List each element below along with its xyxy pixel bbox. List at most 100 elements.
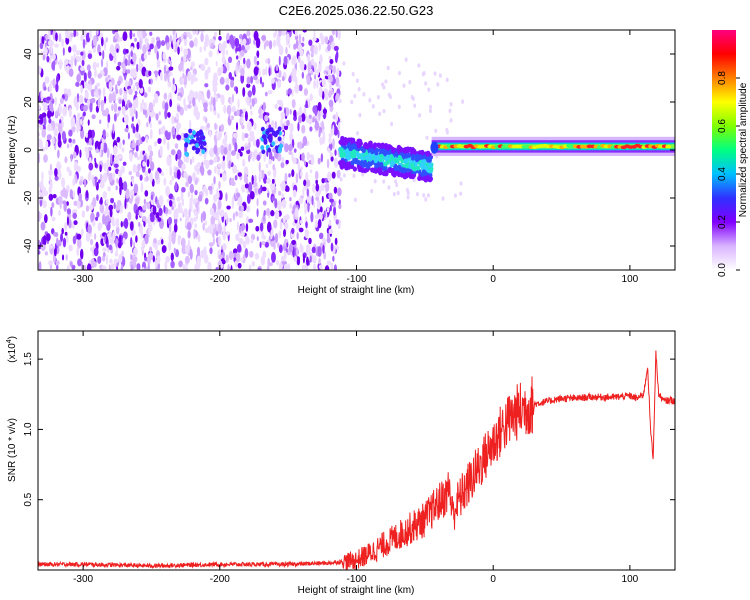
- spectrogram-noise-cell: [156, 50, 159, 61]
- spectrogram-noise-cell: [270, 210, 275, 217]
- spectrogram-noise-cell: [335, 78, 340, 87]
- spectrogram-noise-cell: [207, 225, 211, 234]
- spectrogram-noise-cell: [449, 118, 453, 123]
- spectrogram-noise-cell: [231, 93, 235, 103]
- spectrogram-noise-cell: [235, 233, 240, 241]
- spectrogram-noise-cell: [181, 264, 186, 269]
- spectrogram-signal-cell: [383, 171, 388, 177]
- spectrogram-noise-cell: [333, 45, 339, 52]
- spectrogram-noise-cell: [108, 172, 113, 183]
- spectrogram-noise-cell: [64, 221, 68, 231]
- spectrogram-noise-cell: [93, 90, 99, 97]
- spectrogram-signal-cell: [418, 154, 423, 160]
- spectrogram-noise-cell: [85, 205, 90, 212]
- spectrogram-noise-cell: [135, 235, 138, 243]
- spectrogram-noise-cell: [83, 72, 87, 82]
- spectrogram-noise-cell: [193, 228, 196, 240]
- spectrogram-noise-cell: [135, 97, 138, 107]
- spectrogram-signal-cell: [344, 148, 350, 155]
- spectrogram-noise-cell: [58, 33, 62, 43]
- spectrogram-noise-cell: [286, 37, 290, 42]
- spectrogram-noise-cell: [46, 55, 50, 63]
- spectrogram-noise-cell: [428, 108, 432, 114]
- spectrogram-noise-cell: [386, 65, 390, 71]
- spectrogram-noise-cell: [237, 200, 240, 207]
- spectrogram-noise-cell: [54, 96, 57, 106]
- spectrogram-noise-cell: [153, 70, 159, 75]
- spectrogram-noise-cell: [64, 231, 68, 236]
- spectrogram-noise-cell: [167, 216, 173, 225]
- spectrogram-noise-cell: [64, 30, 69, 39]
- spectrogram-noise-cell: [209, 207, 215, 216]
- spectrogram-noise-cell: [291, 98, 296, 109]
- spectrogram-noise-cell: [223, 212, 228, 220]
- spectrogram-noise-cell: [408, 79, 412, 85]
- spectrogram-noise-cell: [122, 31, 128, 41]
- spectrogram-noise-cell: [231, 198, 234, 209]
- spectrogram-noise-cell: [193, 37, 198, 48]
- svg-text:(x104): (x104): [6, 336, 18, 363]
- spectrogram-noise-cell: [163, 64, 166, 76]
- spectrogram-noise-cell: [88, 137, 92, 146]
- spectrogram-noise-cell: [51, 216, 56, 222]
- spectrogram-noise-cell: [147, 86, 152, 93]
- spectrogram-noise-cell: [72, 235, 77, 245]
- spectrogram-signal-cell: [365, 144, 370, 150]
- spectrogram-noise-cell: [268, 159, 273, 165]
- spectrogram-noise-cell: [328, 136, 332, 145]
- spectrogram-noise-cell: [209, 227, 213, 235]
- spectrogram-noise-cell: [107, 186, 111, 192]
- spectrogram-noise-cell: [305, 171, 309, 182]
- spectrogram-noise-cell: [236, 244, 242, 253]
- spectrogram-noise-cell: [56, 237, 59, 247]
- spectrogram-noise-cell: [45, 233, 51, 242]
- spectrogram-noise-cell: [115, 238, 119, 248]
- spectrogram-noise-cell: [158, 111, 161, 116]
- spectrogram-noise-cell: [288, 150, 293, 156]
- spectrogram-noise-cell: [67, 88, 72, 97]
- spectrogram-noise-cell: [342, 173, 346, 178]
- spectrogram-noise-cell: [68, 46, 72, 53]
- spectrogram-noise-cell: [289, 131, 294, 142]
- spectrogram-noise-cell: [298, 106, 302, 116]
- spectrogram-noise-cell: [87, 80, 92, 85]
- spectrogram-noise-cell: [129, 189, 135, 199]
- spectrogram-noise-cell: [320, 184, 325, 192]
- spectrogram-noise-cell: [97, 44, 101, 55]
- spectrogram-noise-cell: [418, 113, 422, 118]
- spectrogram-noise-cell: [318, 232, 324, 240]
- spectrogram-signal-cell: [356, 152, 361, 158]
- spectrogram-noise-cell: [176, 196, 181, 202]
- spectrogram-noise-cell: [335, 92, 340, 100]
- spectrogram-noise-cell: [168, 66, 174, 71]
- spectrogram-noise-cell: [102, 255, 106, 262]
- spectrogram-noise-cell: [99, 203, 105, 214]
- spectrogram-noise-cell: [97, 73, 102, 79]
- spectrogram-noise-cell: [113, 102, 118, 113]
- y-tick-label: -40: [23, 238, 34, 253]
- spectrogram-noise-cell: [62, 237, 67, 248]
- spectrogram-signal-cell: [412, 148, 417, 154]
- spectrogram-noise-cell: [238, 210, 243, 219]
- spectrogram-noise-cell: [333, 206, 337, 216]
- spectrogram-noise-cell: [98, 51, 102, 56]
- spectrogram-noise-cell: [133, 183, 139, 194]
- spectrogram-noise-cell: [247, 137, 253, 143]
- spectrogram-noise-cell: [105, 254, 109, 265]
- spectrogram-noise-cell: [337, 187, 342, 197]
- spectrogram-signal-cell: [184, 142, 189, 147]
- spectrogram-noise-cell: [192, 156, 195, 164]
- spectrogram-noise-cell: [229, 34, 234, 46]
- spectrogram-signal-cell: [341, 159, 346, 166]
- spectrogram-noise-cell: [100, 196, 103, 205]
- spectrogram-noise-cell: [315, 183, 320, 192]
- spectrogram-noise-cell: [81, 59, 85, 67]
- spectrogram-noise-cell: [142, 44, 147, 55]
- spectrogram-noise-cell: [242, 38, 247, 46]
- spectrogram-noise-cell: [207, 169, 212, 176]
- spectrogram-noise-cell: [107, 113, 111, 123]
- spectrogram-noise-cell: [58, 196, 63, 205]
- spectrogram-noise-cell: [303, 64, 307, 71]
- spectrogram-noise-cell: [129, 106, 134, 118]
- spectrogram-noise-cell: [264, 91, 268, 97]
